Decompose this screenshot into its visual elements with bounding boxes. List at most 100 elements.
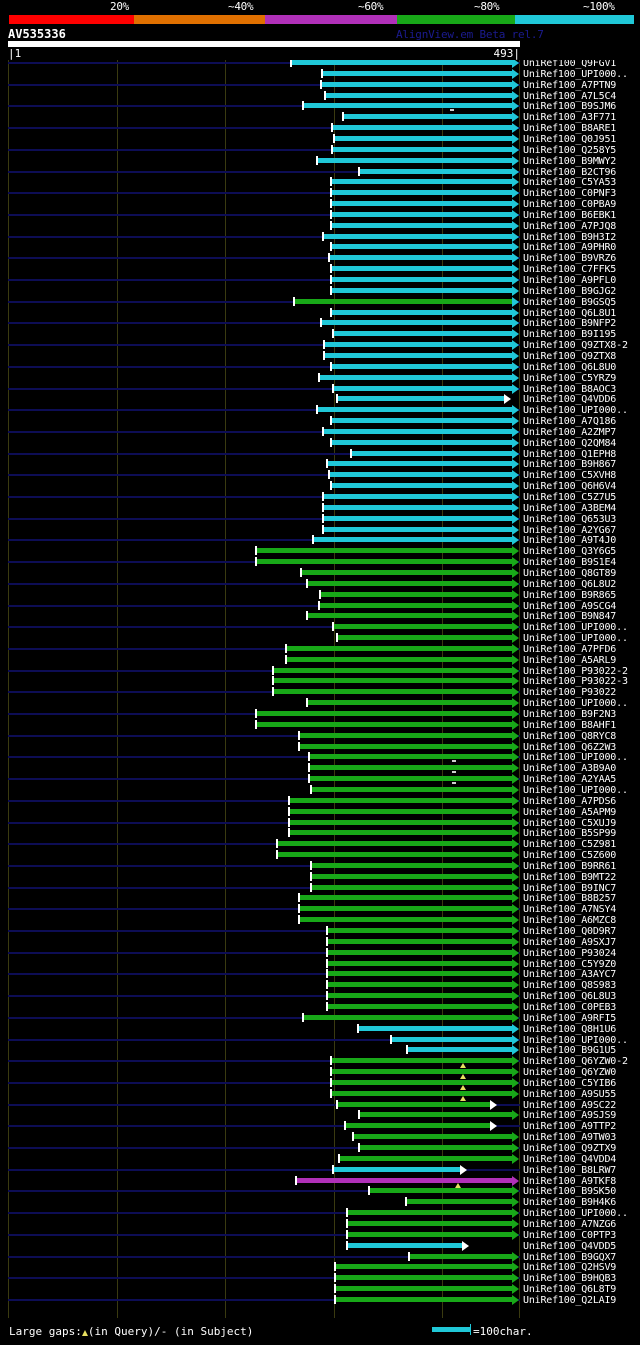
hit-accession-label[interactable]: UniRef100_B8AOC3: [523, 384, 617, 395]
hit-alignment-bar[interactable]: [346, 1243, 462, 1248]
hit-alignment-bar[interactable]: [405, 1199, 512, 1204]
hit-row[interactable]: UniRef100_A9PFL0: [0, 274, 640, 288]
hit-row[interactable]: UniRef100_A9SCG4: [0, 600, 640, 614]
hit-alignment-bar[interactable]: [272, 689, 512, 694]
hit-accession-label[interactable]: UniRef100_Q8GT89: [523, 568, 617, 579]
hit-accession-label[interactable]: UniRef100_B9GSQ5: [523, 297, 617, 308]
hit-accession-label[interactable]: UniRef100_Q8RYC8: [523, 731, 617, 742]
hit-accession-label[interactable]: UniRef100_B2CT96: [523, 167, 617, 178]
hit-row[interactable]: UniRef100_Q2QM84: [0, 437, 640, 451]
hit-accession-label[interactable]: UniRef100_P93022-2: [523, 666, 628, 677]
hit-alignment-bar[interactable]: [330, 1091, 512, 1096]
hit-alignment-bar[interactable]: [285, 646, 512, 651]
hit-alignment-bar[interactable]: [331, 125, 512, 130]
hit-alignment-bar[interactable]: [326, 950, 512, 955]
hit-accession-label[interactable]: UniRef100_C5XUJ9: [523, 818, 617, 829]
hit-accession-label[interactable]: UniRef100_B8ARE1: [523, 123, 617, 134]
hit-alignment-bar[interactable]: [288, 820, 512, 825]
hit-alignment-bar[interactable]: [319, 592, 512, 597]
hit-row[interactable]: UniRef100_A6MZC8: [0, 914, 640, 928]
hit-accession-label[interactable]: UniRef100_B5SP99: [523, 828, 617, 839]
hit-row[interactable]: UniRef100_A3B9A0: [0, 762, 640, 776]
hit-row[interactable]: UniRef100_C0PTP3: [0, 1229, 640, 1243]
hit-row[interactable]: UniRef100_UPI000..: [0, 697, 640, 711]
hit-accession-label[interactable]: UniRef100_C0PTP3: [523, 1230, 617, 1241]
hit-row[interactable]: UniRef100_A7PTN9: [0, 79, 640, 93]
hit-row[interactable]: UniRef100_P93022-3: [0, 675, 640, 689]
hit-accession-label[interactable]: UniRef100_Q4VDD5: [523, 1241, 617, 1252]
hit-row[interactable]: UniRef100_P93022: [0, 686, 640, 700]
hit-row[interactable]: UniRef100_A9TTP2: [0, 1120, 640, 1134]
hit-row[interactable]: UniRef100_B9GJG2: [0, 285, 640, 299]
hit-accession-label[interactable]: UniRef100_Q9ZTX9: [523, 1143, 617, 1154]
hit-row[interactable]: UniRef100_A3BEM4: [0, 502, 640, 516]
hit-accession-label[interactable]: UniRef100_A9T4J0: [523, 535, 617, 546]
hit-accession-label[interactable]: UniRef100_A9SJS9: [523, 1110, 617, 1121]
hit-row[interactable]: UniRef100_B8ARE1: [0, 122, 640, 136]
hit-row[interactable]: UniRef100_C5XVH8: [0, 469, 640, 483]
hit-accession-label[interactable]: UniRef100_B9H867: [523, 459, 617, 470]
hit-accession-label[interactable]: UniRef100_A7PDS6: [523, 796, 617, 807]
hit-accession-label[interactable]: UniRef100_A9PFL0: [523, 275, 617, 286]
hit-alignment-bar[interactable]: [330, 179, 512, 184]
hit-row[interactable]: UniRef100_UPI000..: [0, 404, 640, 418]
hit-row[interactable]: UniRef100_P93022-2: [0, 665, 640, 679]
hit-row[interactable]: UniRef100_Q8S983: [0, 979, 640, 993]
hit-accession-label[interactable]: UniRef100_B8LRW7: [523, 1165, 617, 1176]
hit-accession-label[interactable]: UniRef100_A7PJQ8: [523, 221, 617, 232]
hit-row[interactable]: UniRef100_Q2HSV9: [0, 1261, 640, 1275]
hit-row[interactable]: UniRef100_B8AOC3: [0, 383, 640, 397]
hit-accession-label[interactable]: UniRef100_A7PTN9: [523, 80, 617, 91]
hit-row[interactable]: UniRef100_B9HQB3: [0, 1272, 640, 1286]
hit-alignment-bar[interactable]: [332, 331, 512, 336]
hit-alignment-bar[interactable]: [293, 299, 512, 304]
hit-row[interactable]: UniRef100_B8LRW7: [0, 1164, 640, 1178]
hit-row[interactable]: UniRef100_Q0D9R7: [0, 925, 640, 939]
hit-row[interactable]: UniRef100_UPI000..: [0, 632, 640, 646]
hit-alignment-bar[interactable]: [306, 581, 512, 586]
hit-accession-label[interactable]: UniRef100_UPI000..: [523, 698, 628, 709]
hit-row[interactable]: UniRef100_A2YAA5: [0, 773, 640, 787]
hit-accession-label[interactable]: UniRef100_A7NSY4: [523, 904, 617, 915]
hit-accession-label[interactable]: UniRef100_B8AHF1: [523, 720, 617, 731]
hit-accession-label[interactable]: UniRef100_B6EBK1: [523, 210, 617, 221]
hit-alignment-bar[interactable]: [322, 494, 512, 499]
hit-accession-label[interactable]: UniRef100_P93022: [523, 687, 617, 698]
hit-row[interactable]: UniRef100_Q3Y6G5: [0, 545, 640, 559]
hit-alignment-bar[interactable]: [330, 418, 512, 423]
hit-alignment-bar[interactable]: [326, 928, 512, 933]
hit-accession-label[interactable]: UniRef100_UPI000..: [523, 69, 628, 80]
hit-alignment-bar[interactable]: [344, 1123, 490, 1128]
hit-alignment-bar[interactable]: [321, 71, 512, 76]
hit-alignment-bar[interactable]: [310, 863, 512, 868]
hit-alignment-bar[interactable]: [310, 787, 512, 792]
hit-alignment-bar[interactable]: [295, 1178, 512, 1183]
hit-row[interactable]: UniRef100_Q8RYC8: [0, 730, 640, 744]
hit-alignment-bar[interactable]: [330, 277, 512, 282]
hit-alignment-bar[interactable]: [276, 841, 512, 846]
hit-alignment-bar[interactable]: [324, 93, 512, 98]
hit-alignment-bar[interactable]: [408, 1254, 512, 1259]
hit-row[interactable]: UniRef100_A7PDS6: [0, 795, 640, 809]
hit-alignment-bar[interactable]: [334, 1275, 512, 1280]
hit-alignment-bar[interactable]: [326, 939, 512, 944]
hit-alignment-bar[interactable]: [330, 1069, 512, 1074]
hit-row[interactable]: UniRef100_B9N847: [0, 610, 640, 624]
hit-alignment-bar[interactable]: [346, 1221, 512, 1226]
hit-row[interactable]: UniRef100_B2CT96: [0, 166, 640, 180]
hit-accession-label[interactable]: UniRef100_A9SXJ7: [523, 937, 617, 948]
hit-accession-label[interactable]: UniRef100_A5APM9: [523, 807, 617, 818]
hit-accession-label[interactable]: UniRef100_B9GQX7: [523, 1252, 617, 1263]
hit-row[interactable]: UniRef100_UPI000..: [0, 1207, 640, 1221]
hit-alignment-bar[interactable]: [298, 906, 512, 911]
hit-accession-label[interactable]: UniRef100_A9RFI5: [523, 1013, 617, 1024]
hit-row[interactable]: UniRef100_B9GSQ5: [0, 296, 640, 310]
hit-row[interactable]: UniRef100_C0PNF3: [0, 187, 640, 201]
hit-row[interactable]: UniRef100_A7Q186: [0, 415, 640, 429]
hit-row[interactable]: UniRef100_C5YIB6: [0, 1077, 640, 1091]
hit-row[interactable]: UniRef100_B9GQX7: [0, 1251, 640, 1265]
hit-accession-label[interactable]: UniRef100_C0PBA9: [523, 199, 617, 210]
hit-alignment-bar[interactable]: [336, 396, 504, 401]
hit-alignment-bar[interactable]: [272, 678, 512, 683]
hit-accession-label[interactable]: UniRef100_B9INC7: [523, 883, 617, 894]
